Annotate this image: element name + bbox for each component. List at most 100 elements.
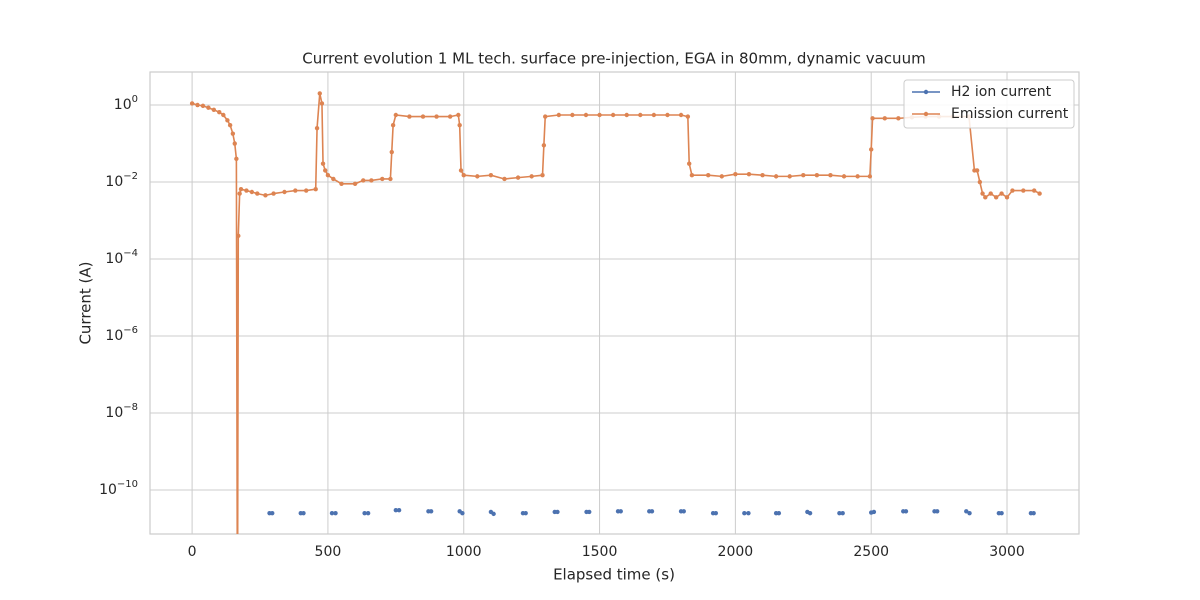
y-tick-exponent: −8 (123, 402, 138, 413)
data-point (980, 191, 985, 196)
y-tick-base: 10 (99, 482, 117, 498)
data-point (319, 101, 325, 106)
legend-marker (923, 89, 929, 95)
data-point (323, 168, 328, 173)
x-tick-label: 0 (188, 544, 197, 560)
legend-marker (923, 111, 929, 117)
y-tick-label: 10−4 (105, 248, 138, 267)
data-point (234, 156, 239, 162)
data-point (457, 122, 462, 128)
data-point (555, 509, 560, 515)
data-point (840, 510, 845, 516)
x-tick-label: 2500 (853, 544, 889, 560)
data-point (746, 171, 752, 177)
data-point (801, 173, 806, 178)
data-point (988, 191, 993, 196)
data-point (365, 510, 371, 516)
data-point (502, 176, 507, 182)
data-point (871, 509, 877, 515)
data-point (1021, 188, 1026, 193)
y-tick-exponent: −6 (123, 325, 138, 336)
data-point (217, 110, 222, 115)
y-tick-base: 10 (105, 328, 123, 344)
data-point (362, 510, 367, 516)
data-point (380, 176, 385, 182)
data-point (529, 174, 534, 179)
data-point (828, 173, 833, 178)
data-point (271, 191, 276, 196)
data-point (638, 112, 643, 118)
y-tick-base: 10 (105, 405, 123, 421)
data-point (515, 175, 521, 180)
data-point (597, 112, 602, 118)
y-tick-exponent: −10 (117, 479, 138, 490)
data-point (719, 174, 724, 179)
data-point (396, 507, 402, 513)
x-tick-label: 1500 (582, 544, 618, 560)
data-point (903, 509, 909, 514)
data-point (773, 174, 779, 179)
data-point (461, 173, 466, 178)
data-point (1010, 188, 1015, 193)
data-point (301, 510, 306, 516)
y-tick-base: 10 (114, 97, 132, 113)
data-point (1004, 195, 1010, 200)
data-point (428, 509, 434, 514)
data-point (339, 181, 344, 186)
y-tick-exponent: −2 (123, 171, 138, 182)
data-point (624, 112, 629, 118)
data-point (882, 116, 887, 121)
y-tick-base: 10 (105, 251, 123, 267)
data-point (541, 143, 547, 148)
x-tick-label: 1000 (446, 544, 482, 560)
data-point (491, 511, 496, 517)
data-point (389, 149, 394, 155)
data-point (583, 112, 589, 118)
data-point (837, 510, 842, 516)
data-point (935, 509, 940, 514)
data-point (236, 233, 241, 239)
data-point (1037, 191, 1042, 196)
legend-label: H2 ion current (951, 84, 1052, 100)
legend-box (903, 79, 1075, 129)
data-point (317, 91, 322, 96)
data-point (361, 178, 366, 183)
data-point (434, 114, 439, 119)
data-point (678, 112, 684, 118)
data-point (458, 168, 464, 173)
y-tick-exponent: 0 (132, 94, 138, 105)
data-point (333, 510, 338, 516)
data-point (238, 187, 244, 192)
data-point (200, 103, 206, 109)
data-point (460, 510, 465, 516)
x-tick-label: 500 (315, 544, 342, 560)
data-point (390, 122, 396, 128)
y-tick-exponent: −4 (123, 248, 138, 259)
data-point (325, 173, 331, 178)
data-point (587, 509, 592, 515)
data-point (447, 114, 453, 119)
data-point (1031, 510, 1036, 516)
data-point (687, 161, 692, 166)
data-point (999, 510, 1004, 516)
data-point (249, 189, 255, 195)
data-point (543, 114, 548, 119)
data-point (713, 510, 719, 516)
data-point (649, 509, 655, 514)
x-tick-label: 3000 (989, 544, 1025, 560)
x-tick-label: 2000 (718, 544, 754, 560)
data-point (420, 114, 426, 119)
y-tick-label: 10−2 (105, 171, 138, 190)
data-point (475, 174, 480, 179)
data-point (388, 176, 393, 182)
data-point (733, 171, 738, 177)
data-point (237, 191, 242, 196)
y-tick-label: 100 (114, 94, 138, 113)
data-point (999, 191, 1004, 196)
data-point (369, 178, 374, 183)
data-point (689, 173, 695, 178)
data-point (993, 195, 999, 200)
data-point (320, 161, 326, 166)
data-point (393, 507, 399, 513)
data-point (807, 510, 813, 516)
